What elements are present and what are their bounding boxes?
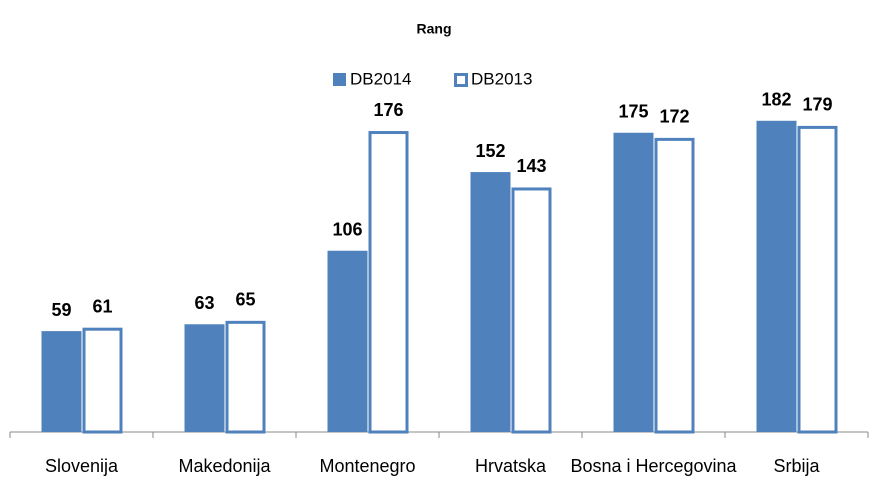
data-label: 106 (332, 219, 362, 239)
x-tick-label: Hrvatska (475, 456, 547, 476)
data-label: 179 (802, 95, 832, 115)
data-label: 176 (373, 100, 403, 120)
data-label: 152 (475, 141, 505, 161)
x-tick-label: Srbija (773, 456, 820, 476)
chart-title: Rang (417, 21, 452, 37)
x-tick-label: Bosna i Hercegovina (570, 456, 737, 476)
bar (756, 120, 797, 432)
bar (82, 327, 123, 434)
bar (511, 187, 552, 434)
bar (327, 250, 368, 432)
data-label: 61 (92, 296, 112, 316)
data-label: 143 (516, 156, 546, 176)
data-label: 175 (618, 102, 648, 122)
data-label: 59 (51, 300, 71, 320)
legend-swatch (333, 73, 346, 86)
x-tick-label: Makedonija (178, 456, 271, 476)
bar (470, 172, 511, 432)
x-tick-label: Slovenija (45, 456, 119, 476)
bar (184, 324, 225, 432)
data-label: 63 (194, 293, 214, 313)
bar (41, 331, 82, 432)
data-label: 172 (659, 107, 689, 127)
data-label: 182 (761, 90, 791, 110)
legend-swatch (454, 73, 468, 87)
bar (654, 137, 695, 434)
legend-label: DB2013 (471, 69, 532, 88)
bar (368, 131, 409, 434)
bar (613, 132, 654, 432)
x-tick-label: Montenegro (319, 456, 415, 476)
bar (797, 125, 838, 434)
data-label: 65 (235, 290, 255, 310)
bar (225, 320, 266, 434)
legend-label: DB2014 (350, 69, 411, 88)
